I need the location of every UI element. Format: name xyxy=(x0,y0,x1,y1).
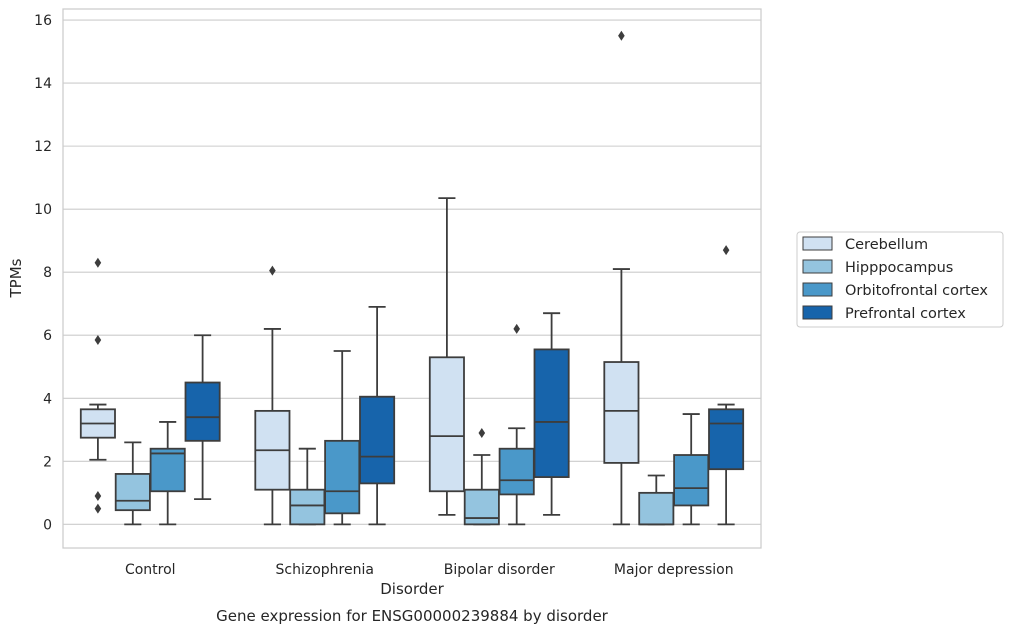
boxes xyxy=(79,30,745,526)
outlier-marker xyxy=(94,334,102,345)
y-axis-ticks: 0 2 4 6 8 10 12 14 16 xyxy=(34,13,52,533)
legend-swatch xyxy=(802,259,833,274)
box-cerebellum-3 xyxy=(603,30,640,526)
box-cerebellum-1 xyxy=(254,265,291,526)
outlier-marker xyxy=(618,30,625,41)
outlier-marker xyxy=(513,323,520,334)
box-prefrontal-cortex-1 xyxy=(359,305,396,526)
box-iqr xyxy=(149,447,186,493)
box-orbitofrontal-cortex-0 xyxy=(149,421,186,526)
legend-swatch xyxy=(802,282,833,297)
chart-caption: Gene expression for ENSG00000239884 by d… xyxy=(216,607,609,625)
box-prefrontal-cortex-0 xyxy=(184,334,221,501)
y-axis-title: TPMs xyxy=(7,258,25,298)
box-orbitofrontal-cortex-2 xyxy=(498,323,535,526)
y-tick-label: 2 xyxy=(43,454,52,470)
box-iqr xyxy=(428,356,465,493)
legend: Cerebellum Hipppocampus Orbitofrontal cort… xyxy=(796,231,1004,328)
box-hipppocampus-2 xyxy=(463,427,500,526)
legend-label: Cerebellum xyxy=(845,237,928,253)
legend-swatch xyxy=(802,236,833,251)
box-iqr xyxy=(324,439,361,515)
box-iqr xyxy=(603,361,640,464)
outlier-marker xyxy=(478,427,486,438)
x-axis-ticks: Control Schizophrenia Bipolar disorder Majo… xyxy=(125,562,734,578)
outlier-marker xyxy=(269,265,276,276)
y-tick-label: 4 xyxy=(43,391,52,407)
y-tick-label: 16 xyxy=(34,13,52,29)
y-tick-label: 10 xyxy=(34,202,52,218)
legend-frame xyxy=(796,231,1004,328)
box-hipppocampus-1 xyxy=(289,447,326,526)
box-iqr xyxy=(708,408,745,471)
x-tick-label: Control xyxy=(125,562,176,578)
y-tick-label: 14 xyxy=(34,76,52,92)
y-tick-label: 0 xyxy=(43,517,52,533)
box-iqr xyxy=(498,447,535,496)
legend-label: Hipppocampus xyxy=(845,260,953,276)
box-orbitofrontal-cortex-3 xyxy=(673,413,710,526)
box-iqr xyxy=(114,473,151,512)
outlier-marker xyxy=(94,503,102,514)
box-prefrontal-cortex-3 xyxy=(708,245,745,526)
plot-area-frame xyxy=(62,8,762,549)
box-iqr xyxy=(533,348,570,478)
box-iqr xyxy=(638,491,675,526)
box-iqr xyxy=(463,488,500,526)
x-tick-label: Bipolar disorder xyxy=(444,562,555,578)
box-iqr xyxy=(289,488,326,526)
box-cerebellum-2 xyxy=(428,197,465,516)
y-tick-label: 12 xyxy=(34,139,52,155)
box-prefrontal-cortex-2 xyxy=(533,312,570,516)
box-hipppocampus-0 xyxy=(114,441,151,526)
box-iqr xyxy=(184,381,221,442)
outlier-marker xyxy=(94,490,102,501)
box-orbitofrontal-cortex-1 xyxy=(324,350,361,526)
outlier-marker xyxy=(94,257,102,268)
x-tick-label: Major depression xyxy=(614,562,734,578)
box-iqr xyxy=(359,395,396,485)
legend-label: Prefrontal cortex xyxy=(845,306,966,322)
x-tick-label: Schizophrenia xyxy=(276,562,374,578)
legend-label: Orbitofrontal cortex xyxy=(845,283,988,299)
legend-swatch xyxy=(802,305,833,320)
box-cerebellum-0 xyxy=(79,257,116,514)
y-tick-label: 8 xyxy=(43,265,52,281)
outlier-marker xyxy=(722,245,730,256)
box-hipppocampus-3 xyxy=(638,474,675,526)
x-axis-title: Disorder xyxy=(380,580,444,598)
box-iqr xyxy=(673,454,710,507)
y-tick-label: 6 xyxy=(43,328,52,344)
